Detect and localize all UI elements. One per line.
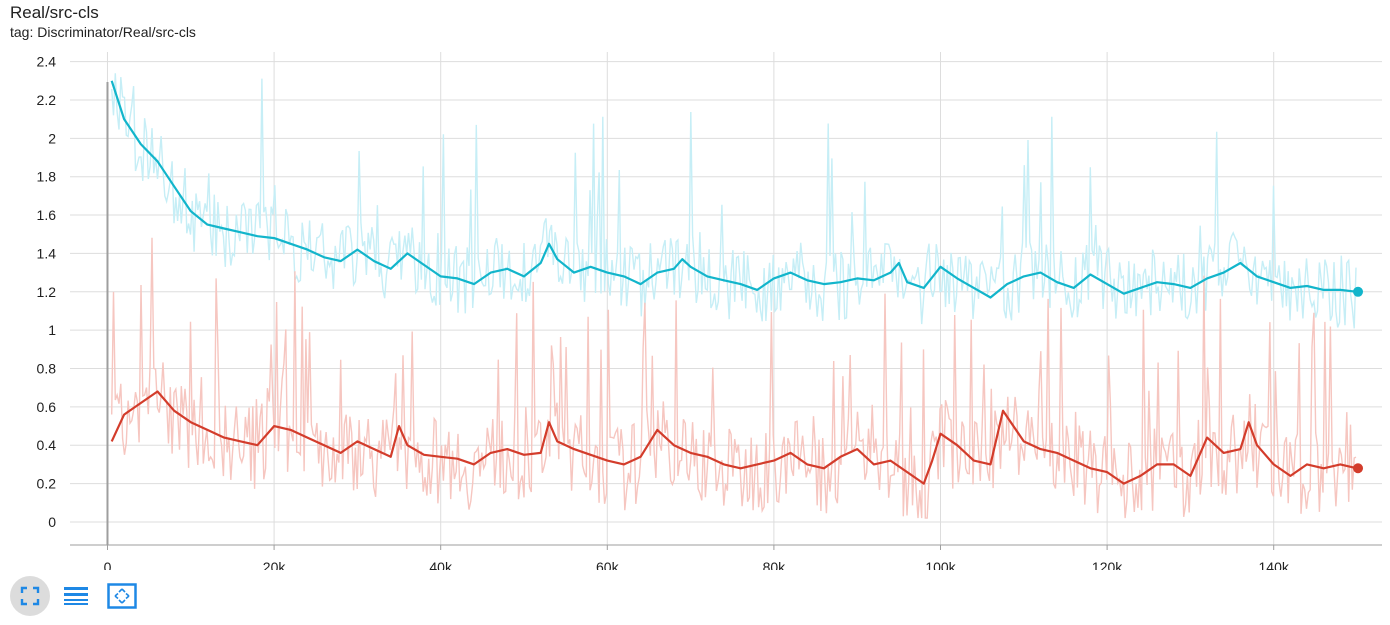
data-table-icon: [64, 587, 88, 605]
series-line-1[interactable]: [110, 80, 1358, 299]
y-tick-label: 1: [48, 322, 56, 338]
fit-domain-icon: [107, 583, 137, 609]
y-tick-label: 0: [48, 514, 56, 530]
x-tick-label: 0: [104, 559, 112, 570]
data-table-button[interactable]: [56, 576, 96, 616]
series-end-marker-1: [1353, 286, 1364, 297]
y-tick-label: 0.8: [37, 361, 57, 377]
y-tick-label: 0.4: [37, 437, 57, 453]
x-tick-label: 100k: [925, 559, 956, 570]
series-line-2[interactable]: [110, 390, 1358, 485]
raw-series-line: [111, 73, 1357, 329]
tick-labels: 0 0.2 0.4 0.6 0.8 1 1.2 1.4 1.6 1.8 2 2.2 2.4 0 20k 40k…: [37, 54, 1290, 570]
y-tick-label: 1.6: [37, 207, 57, 223]
series-end-marker-2: [1353, 463, 1364, 474]
smoothed-series-group: [110, 80, 1364, 485]
x-tick-label: 60k: [596, 559, 620, 570]
x-tick-label: 80k: [763, 559, 787, 570]
raw-series-line: [111, 237, 1357, 519]
chart-tag: tag: Discriminator/Real/src-cls: [10, 24, 196, 40]
x-tick-label: 20k: [263, 559, 287, 570]
raw-series-group: [111, 73, 1357, 519]
y-tick-label: 2.4: [37, 54, 57, 70]
y-tick-label: 2.2: [37, 92, 57, 108]
y-tick-label: 0.2: [37, 476, 57, 492]
x-tick-label: 140k: [1259, 559, 1290, 570]
x-tick-label: 120k: [1092, 559, 1123, 570]
grid: [70, 52, 1382, 545]
y-tick-label: 2: [48, 130, 56, 146]
line-chart[interactable]: 0 0.2 0.4 0.6 0.8 1 1.2 1.4 1.6 1.8 2 2.2 2.4 0 20k 40k…: [0, 0, 1390, 570]
y-tick-label: 0.6: [37, 399, 57, 415]
y-tick-label: 1.8: [37, 169, 57, 185]
fit-domain-button[interactable]: [102, 576, 142, 616]
chart-toolbar: [10, 576, 142, 616]
y-tick-label: 1.4: [37, 245, 57, 261]
fullscreen-icon: [20, 586, 40, 606]
chart-title: Real/src-cls: [10, 3, 99, 22]
y-tick-label: 1.2: [37, 284, 57, 300]
fullscreen-button[interactable]: [10, 576, 50, 616]
axes: [70, 82, 1382, 550]
x-tick-label: 40k: [429, 559, 453, 570]
